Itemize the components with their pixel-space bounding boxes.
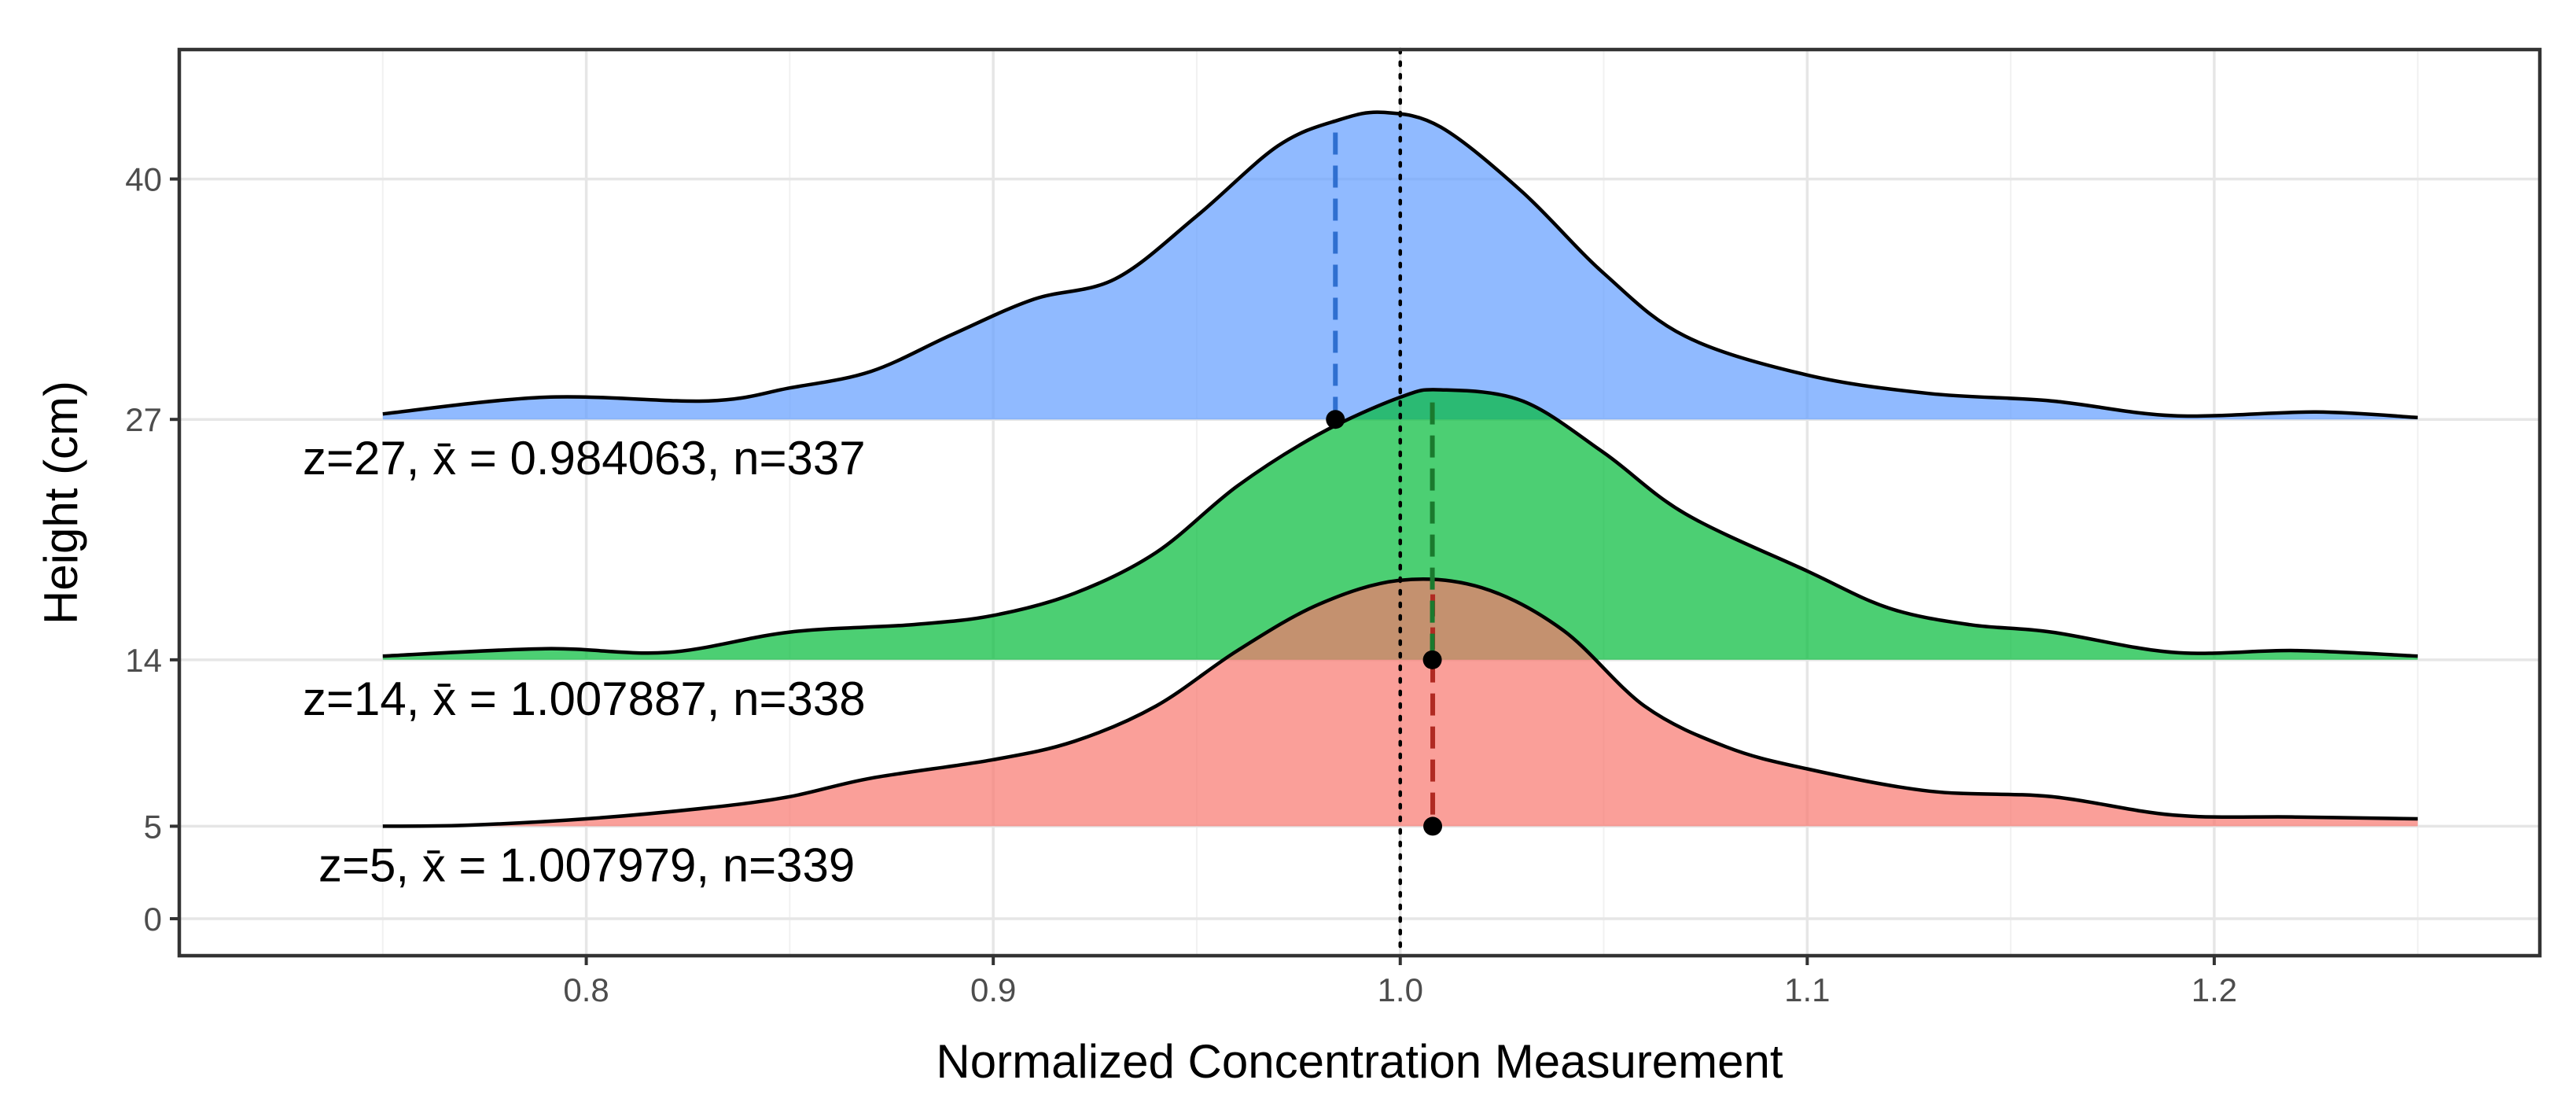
y-tick-label: 5	[144, 808, 162, 845]
y-tick-label: 40	[125, 161, 162, 198]
ridge-area-14	[382, 389, 2418, 660]
y-tick-label: 14	[125, 642, 162, 679]
x-tick-label: 1.0	[1378, 971, 1423, 1008]
x-tick-label: 1.2	[2191, 971, 2237, 1008]
x-axis-title: Normalized Concentration Measurement	[936, 1035, 1783, 1088]
ridge-label-27: z=27, x̄ = 0.984063, n=337	[303, 432, 866, 485]
axis-ticks-layer: 0.8 0.9 1.0 1.1 1.2 0 5 14 27 40	[125, 161, 2237, 1008]
ridge-outline-27	[382, 110, 2418, 420]
mean-markers-layer	[1326, 132, 1443, 836]
x-tick-label: 1.1	[1784, 971, 1830, 1008]
y-tick-label: 27	[125, 401, 162, 438]
ridge-label-14: z=14, x̄ = 1.007887, n=338	[303, 673, 866, 725]
annotations-layer: z=5, x̄ = 1.007979, n=339 z=14, x̄ = 1.00…	[303, 432, 866, 891]
mean-point-27	[1326, 410, 1345, 429]
y-tick-label: 0	[144, 901, 162, 938]
ridge-outline-5	[382, 577, 2418, 828]
ridge-outline-14	[382, 388, 2418, 658]
panel-border	[177, 47, 2542, 958]
x-tick-label: 0.9	[970, 971, 1016, 1008]
ridge-label-5: z=5, x̄ = 1.007979, n=339	[318, 838, 855, 891]
mean-point-14	[1422, 650, 1442, 669]
mean-point-5	[1423, 816, 1443, 836]
x-tick-label: 0.8	[563, 971, 609, 1008]
y-axis-title: Height (cm)	[35, 381, 87, 625]
